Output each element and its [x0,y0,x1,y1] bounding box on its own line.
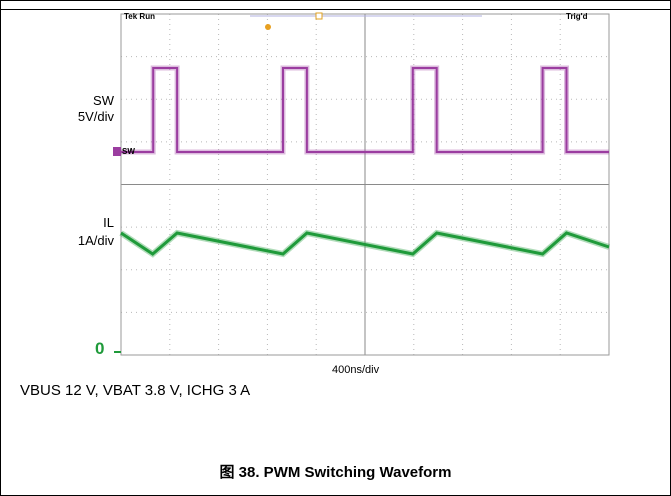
sw-channel-name: SW [93,93,114,108]
il-channel-name: IL [103,215,114,230]
sw-channel-marker-tab [113,147,121,156]
il-trace [120,231,610,256]
trigger-status-text: Trig'd [566,12,588,21]
sw-channel-marker-text: SW [122,147,135,156]
trigger-point-marker [265,24,271,30]
timebase-label: 400ns/div [332,364,380,376]
figure-title: 图 38. PWM Switching Waveform [219,464,452,481]
run-status-text: Tek Run [124,12,155,21]
sw-channel-scale: 5V/div [77,109,114,124]
graticule-border [120,13,610,356]
header-rule [0,9,671,10]
trigger-position-marker [315,12,323,20]
sw-trace [121,67,609,153]
test-conditions: VBUS 12 V, VBAT 3.8 V, ICHG 3 A [20,382,251,399]
il-channel-scale: 1A/div [77,233,114,248]
il-zero-marker: 0 [95,339,105,358]
